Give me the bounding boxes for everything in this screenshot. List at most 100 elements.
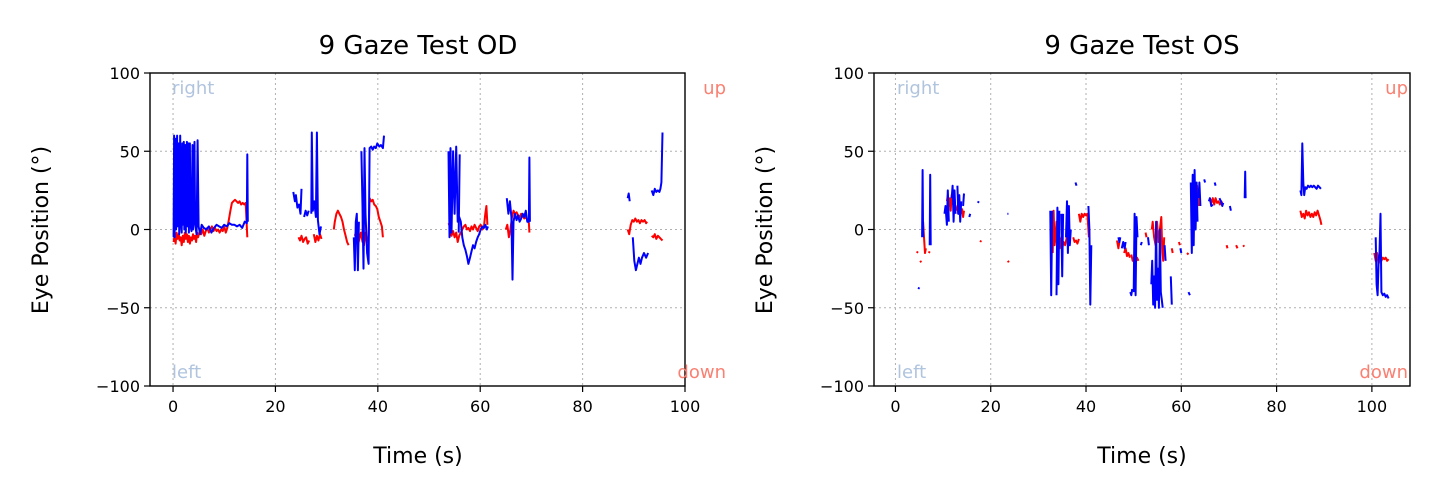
horizontal-trace-segment <box>292 188 303 215</box>
y-axis-label: Eye Position (°) <box>29 146 54 314</box>
horizontal-trace-segment <box>1132 212 1139 297</box>
x-tick-label: 20 <box>265 397 285 416</box>
vertical-trace-segment <box>332 209 350 246</box>
y-tick-label: −50 <box>830 299 864 318</box>
label-down: down <box>1359 362 1408 383</box>
horizontal-trace-segment <box>352 212 360 272</box>
y-tick-label: 50 <box>120 142 140 161</box>
series-horizontal <box>172 131 664 281</box>
horizontal-trace-segment <box>943 189 950 226</box>
vertical-trace-segment <box>1072 237 1080 245</box>
horizontal-trace-segment <box>172 134 249 239</box>
horizontal-trace-segment <box>1087 205 1093 306</box>
y-tick-label: −100 <box>820 377 864 396</box>
horizontal-trace-segment <box>631 237 650 272</box>
tick-layer: 0 20 40 60 80 100 −100 −50 0 50 100 <box>820 64 1387 416</box>
horizontal-trace-segment <box>505 156 531 281</box>
horizontal-trace-segment <box>626 192 631 202</box>
vertical-trace-segment <box>919 260 923 263</box>
horizontal-trace-segment <box>1163 245 1167 261</box>
y-tick-label: −100 <box>96 377 140 396</box>
horizontal-trace-segment <box>1203 179 1207 183</box>
label-right: right <box>172 78 214 99</box>
y-tick-label: 50 <box>844 142 864 161</box>
vertical-trace-segment <box>1242 244 1246 248</box>
horizontal-trace-segment <box>310 131 322 236</box>
horizontal-trace-segment <box>1169 276 1173 305</box>
chart-title: 9 Gaze Test OD <box>319 31 518 61</box>
vertical-trace-segment <box>651 233 664 242</box>
horizontal-trace-segment <box>968 213 972 218</box>
label-right: right <box>897 78 939 99</box>
horizontal-trace-segment <box>1129 288 1134 297</box>
horizontal-trace-segment <box>650 132 664 197</box>
y-tick-label: 100 <box>109 64 140 83</box>
y-tick-label: −50 <box>106 299 140 318</box>
vertical-trace-segment <box>1177 241 1181 246</box>
horizontal-trace-segment <box>1150 220 1164 309</box>
x-tick-label: 40 <box>1076 397 1096 416</box>
chart-title: 9 Gaze Test OS <box>1044 31 1239 61</box>
vertical-trace-segment <box>1150 216 1166 262</box>
vertical-trace-segment <box>1235 244 1239 249</box>
vertical-trace-segment <box>1144 232 1148 238</box>
grid-layer <box>150 72 686 387</box>
horizontal-trace-segment <box>950 184 957 223</box>
x-tick-label: 80 <box>572 397 592 416</box>
vertical-trace-segment <box>1116 240 1121 250</box>
chart-panel-od: 9 Gaze Test OD 0 20 40 60 80 100 −100 −50 0 50 100… <box>29 31 726 469</box>
horizontal-trace-segment <box>1299 142 1322 197</box>
horizontal-trace-segment <box>360 135 385 270</box>
horizontal-trace-segment <box>1147 237 1150 246</box>
grid-layer <box>874 72 1410 387</box>
horizontal-trace-segment <box>921 169 925 238</box>
horizontal-trace-segment <box>447 145 489 265</box>
vertical-trace-segment <box>1299 209 1323 226</box>
horizontal-trace-segment <box>303 209 310 218</box>
horizontal-trace-segment <box>917 286 921 290</box>
vertical-trace-segment <box>1225 244 1229 249</box>
x-tick-label: 60 <box>1171 397 1191 416</box>
y-tick-label: 0 <box>854 221 864 240</box>
vertical-trace-segment <box>297 234 311 245</box>
x-tick-label: 0 <box>890 397 900 416</box>
x-tick-label: 100 <box>1357 397 1388 416</box>
horizontal-trace-segment <box>977 200 980 204</box>
chart-panel-os: 9 Gaze Test OS 0 20 40 60 80 100 −100 −50 0 50 100… <box>753 31 1411 469</box>
horizontal-trace-segment <box>1207 197 1214 207</box>
vertical-trace-segment <box>916 250 919 254</box>
horizontal-trace-segment <box>1139 241 1143 246</box>
horizontal-trace-segment <box>457 154 461 233</box>
series-vertical <box>916 184 1390 265</box>
horizontal-trace-segment <box>1117 237 1122 243</box>
x-axis-label: Time (s) <box>1096 444 1186 469</box>
label-up: up <box>1385 78 1408 99</box>
vertical-trace-segment <box>1170 248 1174 254</box>
x-tick-label: 80 <box>1266 397 1286 416</box>
horizontal-trace-segment <box>928 173 932 246</box>
horizontal-trace-segment <box>1055 206 1061 296</box>
y-tick-label: 100 <box>833 64 864 83</box>
x-tick-label: 100 <box>670 397 701 416</box>
y-tick-label: 0 <box>130 221 140 240</box>
x-tick-label: 40 <box>368 397 388 416</box>
vertical-trace-segment <box>1007 260 1010 263</box>
horizontal-trace-segment <box>1060 213 1065 278</box>
horizontal-trace-segment <box>1213 182 1217 186</box>
horizontal-trace-segment <box>1120 241 1127 250</box>
vertical-trace-segment <box>312 233 323 243</box>
vertical-trace-segment <box>1077 212 1090 238</box>
horizontal-trace-segment <box>1049 210 1054 297</box>
horizontal-trace-segment <box>1065 200 1072 254</box>
label-down: down <box>677 362 726 383</box>
x-tick-label: 0 <box>168 397 178 416</box>
vertical-trace-segment <box>927 250 931 254</box>
horizontal-trace-segment <box>1179 248 1183 254</box>
y-axis-label: Eye Position (°) <box>753 146 778 314</box>
horizontal-trace-segment <box>1228 205 1232 211</box>
horizontal-trace-segment <box>1074 182 1078 186</box>
horizontal-trace-segment <box>1189 169 1199 254</box>
vertical-trace-segment <box>172 198 249 247</box>
label-up: up <box>703 78 726 99</box>
